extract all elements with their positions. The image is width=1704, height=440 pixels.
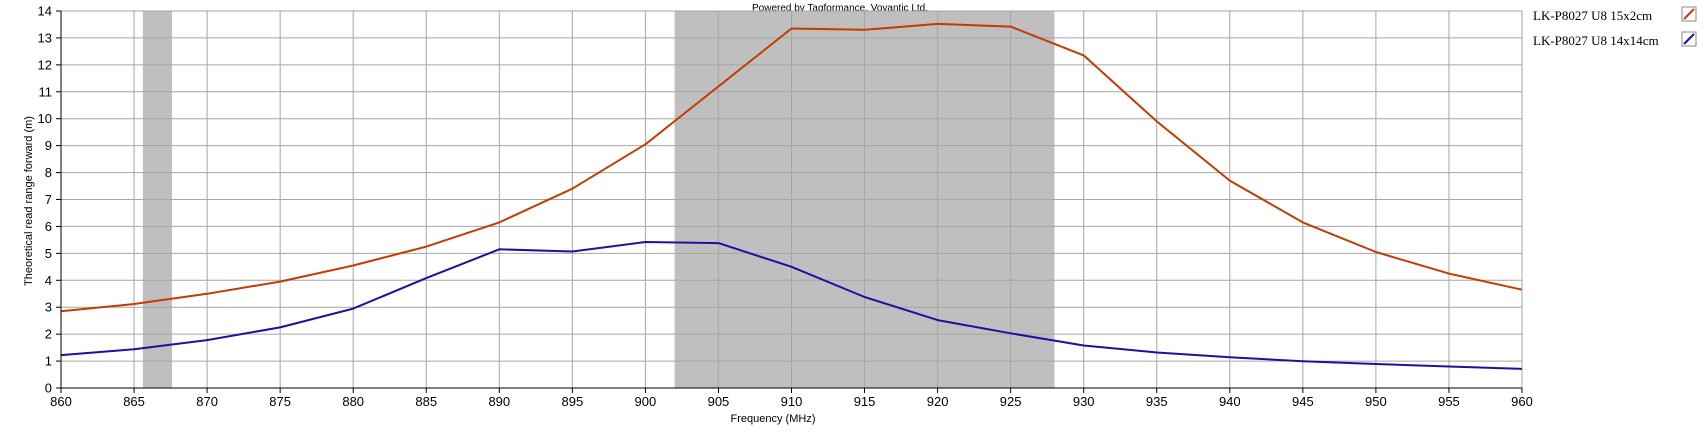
x-tick-label: 880 [342, 394, 364, 409]
tick-labels: 860 865 870 875 880 885 890 895 900 905 910 915 920 9… [38, 4, 1533, 410]
credit-text: Powered by Tagformance, Voyantic Ltd. [752, 3, 928, 14]
y-tick-label: 1 [45, 354, 52, 369]
x-tick-label: 905 [708, 394, 730, 409]
x-tick-label: 950 [1365, 394, 1387, 409]
x-tick-label: 860 [50, 394, 72, 409]
x-tick-label: 895 [561, 394, 583, 409]
legend-label-0: LK-P8027 U8 15x2cm [1533, 8, 1652, 23]
x-tick-label: 915 [854, 394, 876, 409]
x-tick-label: 960 [1511, 394, 1533, 409]
grid [60, 10, 1523, 389]
y-axis-label: Theoretical read range forward (m) [23, 116, 35, 286]
x-tick-label: 955 [1438, 394, 1460, 409]
series-line-1 [60, 241, 1523, 370]
y-tick-label: 0 [45, 381, 52, 396]
x-tick-label: 900 [635, 394, 657, 409]
x-tick-label: 920 [927, 394, 949, 409]
y-tick-label: 9 [45, 138, 52, 153]
x-tick-label: 875 [269, 394, 291, 409]
x-tick-label: 865 [123, 394, 145, 409]
x-tick-label: 890 [488, 394, 510, 409]
legend-swatch-line-1 [1683, 33, 1695, 45]
series-line-0 [60, 22, 1523, 313]
y-tick-label: 2 [45, 327, 52, 342]
x-tick-label: 910 [781, 394, 803, 409]
y-tick-label: 5 [45, 246, 52, 261]
y-tick-label: 3 [45, 300, 52, 315]
x-tick-label: 925 [1000, 394, 1022, 409]
x-tick-label: 945 [1292, 394, 1314, 409]
x-tick-label: 940 [1219, 394, 1241, 409]
y-tick-label: 12 [38, 57, 52, 72]
y-tick-label: 4 [45, 273, 52, 288]
y-tick-label: 10 [38, 111, 52, 126]
legend-label-1: LK-P8027 U8 14x14cm [1533, 33, 1659, 48]
x-tick-label: 935 [1146, 394, 1168, 409]
y-tick-label: 7 [45, 192, 52, 207]
series-lines [60, 22, 1523, 370]
x-tick-label: 930 [1073, 394, 1095, 409]
axes [56, 10, 1523, 393]
y-tick-label: 14 [38, 4, 52, 19]
legend-swatch-line-0 [1683, 8, 1695, 20]
x-tick-label: 870 [196, 394, 218, 409]
legend: LK-P8027 U8 15x2cm LK-P8027 U8 14x14cm [1533, 6, 1697, 48]
y-tick-label: 8 [45, 165, 52, 180]
y-tick-label: 11 [39, 84, 53, 99]
y-tick-label: 13 [38, 30, 52, 45]
x-axis-label: Frequency (MHz) [731, 413, 816, 425]
x-tick-label: 885 [415, 394, 437, 409]
y-tick-label: 6 [45, 219, 52, 234]
